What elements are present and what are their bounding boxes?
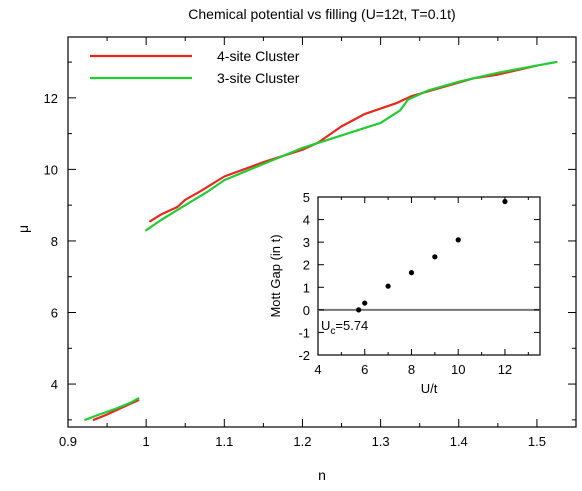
main-y-axis-label: μ <box>15 225 31 233</box>
inset-y-axis-label: Mott Gap (in t) <box>268 234 283 317</box>
series-line-2 <box>145 60 558 232</box>
main-y-tick-label: 4 <box>51 377 58 392</box>
inset-y-tick-label: 4 <box>303 213 310 228</box>
inset-data-point <box>385 283 391 289</box>
inset-x-tick-label: 12 <box>498 362 512 377</box>
chart-title: Chemical potential vs filling (U=12t, T=… <box>188 6 455 22</box>
inset-x-tick-label: 10 <box>451 362 465 377</box>
inset-data-point <box>455 237 461 243</box>
inset-data-point <box>432 254 438 260</box>
inset-y-tick-label: 3 <box>303 235 310 250</box>
series-line-2 <box>84 397 140 421</box>
main-x-tick-label: 1.2 <box>293 434 311 449</box>
annotation-rest: =5.74 <box>335 318 368 333</box>
main-x-tick-label: 1.5 <box>528 434 546 449</box>
main-x-tick-label: 1.4 <box>450 434 468 449</box>
inset-data-point <box>502 198 508 205</box>
main-x-tick-label: 0.9 <box>59 434 77 449</box>
main-plot-frame <box>67 36 577 428</box>
main-y-tick-label: 6 <box>51 306 58 321</box>
inset-y-tick-label: -1 <box>298 325 310 340</box>
inset-annotation: Uc=5.74 <box>321 318 368 337</box>
inset-x-axis-label: U/t <box>421 381 438 396</box>
inset-x-tick-label: 8 <box>408 362 415 377</box>
inset-data-point <box>362 300 368 306</box>
legend-label-2: 3-site Cluster <box>217 70 300 86</box>
inset-frame <box>317 196 541 356</box>
inset-y-tick-label: 0 <box>303 303 310 318</box>
annotation-sub: c <box>330 326 335 337</box>
inset-background <box>254 185 556 405</box>
inset-x-tick-label: 6 <box>361 362 368 377</box>
inset-y-tick-label: -2 <box>298 348 310 363</box>
main-y-tick-label: 10 <box>44 162 58 177</box>
inset-y-tick-label: 5 <box>303 190 310 205</box>
legend-label-1: 4-site Cluster <box>217 48 300 64</box>
inset-y-tick-label: 2 <box>303 258 310 273</box>
inset-y-tick-label: 1 <box>303 280 310 295</box>
annotation-main: U <box>321 318 330 333</box>
inset-data-point <box>356 307 362 313</box>
main-x-tick-label: 1.3 <box>372 434 390 449</box>
main-y-tick-label: 8 <box>51 234 58 249</box>
main-x-tick-label: 1 <box>143 434 150 449</box>
inset-data-point <box>408 270 415 276</box>
main-y-tick-label: 12 <box>44 91 58 106</box>
main-x-tick-label: 1.1 <box>215 434 233 449</box>
main-x-axis-label: n <box>318 467 326 483</box>
inset-x-tick-label: 4 <box>314 362 321 377</box>
